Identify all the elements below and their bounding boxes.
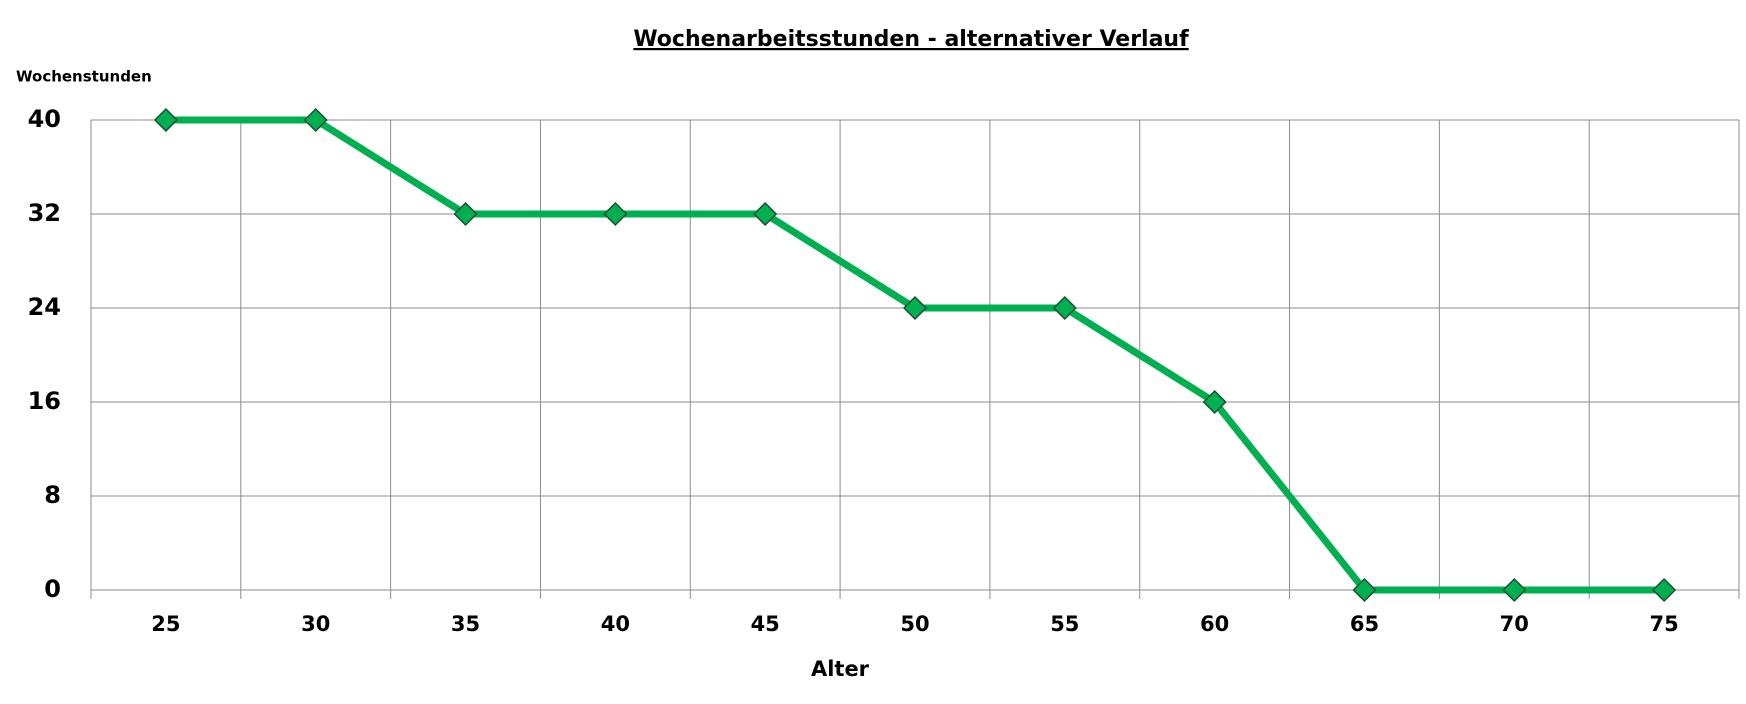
x-tick-label: 35 [451,612,480,636]
marker [1202,389,1227,415]
y-tick-label: 24 [28,293,61,321]
y-axis-label: Wochenstunden [16,68,152,86]
y-tick-label: 40 [28,105,61,133]
marker [303,107,328,133]
marker [1652,577,1677,603]
marker [1052,295,1077,321]
x-tick-label: 70 [1500,612,1529,636]
marker [153,107,178,133]
y-tick-label: 32 [28,199,61,227]
marker [603,201,628,227]
x-axis-label: Alter [811,657,870,681]
x-tick-label: 75 [1649,612,1678,636]
marker [453,201,478,227]
x-tick-label: 40 [601,612,630,636]
x-tick-label: 65 [1350,612,1379,636]
marker [753,201,778,227]
y-tick-label: 16 [28,387,61,415]
x-tick-label: 45 [751,612,780,636]
y-tick-label: 0 [44,575,61,603]
x-tick-label: 50 [900,612,929,636]
x-tick-label: 60 [1200,612,1229,636]
marker [902,295,928,321]
chart-title: Wochenarbeitsstunden - alternativer Verl… [633,27,1189,52]
marker [1502,577,1527,603]
x-tick-label: 55 [1050,612,1079,636]
y-tick-label: 8 [44,481,61,509]
marker [1352,577,1377,603]
x-tick-label: 30 [301,612,330,636]
x-tick-label: 25 [151,612,180,636]
